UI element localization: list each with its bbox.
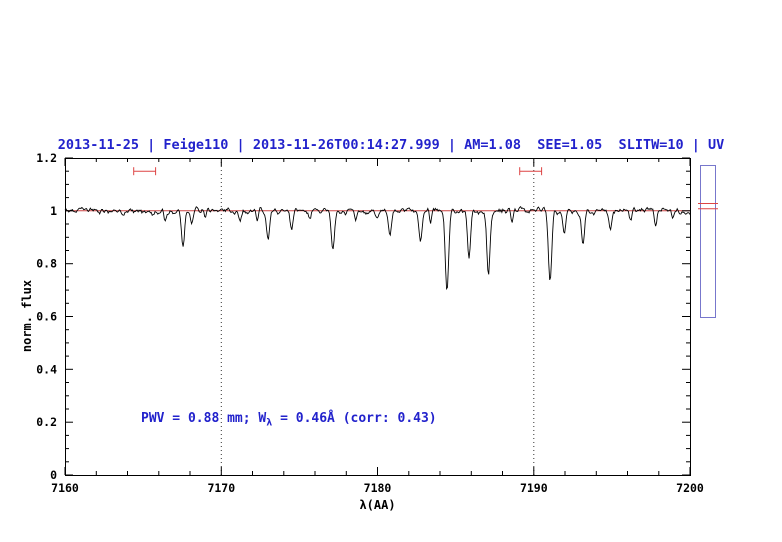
y-tick-label: 0 (50, 468, 57, 482)
x-tick-label: 7190 (520, 481, 548, 495)
plot-title: 2013-11-25 | Feige110 | 2013-11-26T00:14… (57, 137, 725, 153)
annotation-post: = 0.46Å (corr: 0.43) (272, 411, 437, 426)
y-axis-label: norm. flux (20, 279, 34, 353)
spectrum-line (64, 206, 691, 291)
pwv-annotation: PWV = 0.88 mm; Wλ = 0.46Å (corr: 0.43) (141, 411, 437, 429)
y-tick-label: 1.2 (36, 151, 57, 165)
x-tick-label: 7160 (51, 481, 79, 495)
annotation-subscript: λ (266, 417, 273, 429)
x-tick-label: 7200 (676, 481, 704, 495)
y-tick-label: 0.4 (36, 362, 57, 376)
y-tick-label: 0.2 (36, 415, 57, 429)
y-tick-label: 0.6 (36, 310, 57, 324)
annotation-pre: PWV = 0.88 mm; W (141, 411, 267, 426)
x-tick-label: 7180 (364, 481, 392, 495)
axes-frame: 7160 7170 7180 7190 7200 0 0.2 0.4 0.6 0.8 1 1.2 (36, 151, 704, 495)
x-tick-label: 7170 (207, 481, 235, 495)
side-panel (698, 165, 718, 318)
y-tick-label: 0.8 (36, 257, 57, 271)
y-tick-label: 1 (50, 204, 57, 218)
range-markers (133, 167, 543, 176)
x-axis-label: λ(AA) (359, 498, 396, 512)
